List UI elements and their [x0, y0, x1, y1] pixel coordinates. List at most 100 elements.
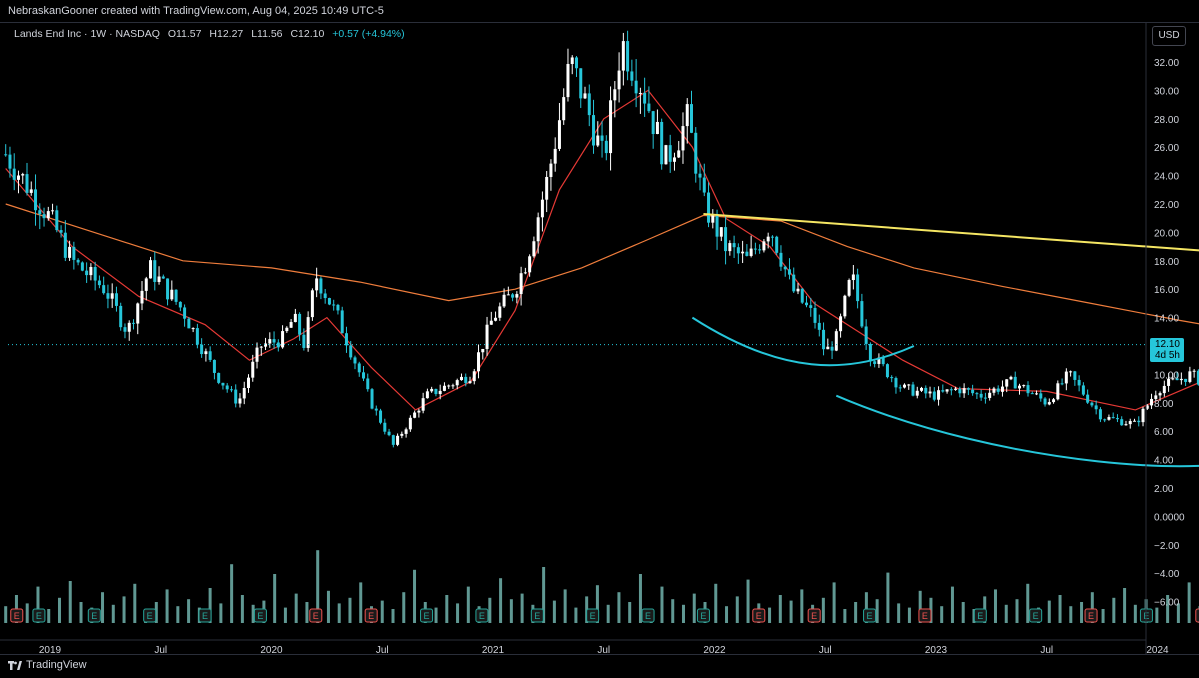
candle-body	[170, 290, 173, 300]
candle-body	[818, 323, 821, 330]
earnings-marker-label: E	[91, 611, 97, 621]
volume-bar	[488, 598, 491, 623]
volume-bar	[908, 608, 911, 623]
volume-bar	[822, 598, 825, 623]
volume-bar	[876, 599, 879, 623]
candle-body	[822, 330, 825, 349]
volume-bar	[1005, 605, 1008, 623]
candle-body	[869, 344, 872, 361]
symbol-legend[interactable]: Lands End Inc · 1W · NASDAQ O11.57 H12.2…	[14, 28, 405, 40]
candle-body	[843, 296, 846, 317]
candle-body	[890, 377, 893, 378]
candle-body	[745, 252, 748, 256]
candle-body	[400, 434, 403, 436]
volume-bar	[617, 592, 620, 623]
candle-body	[707, 193, 710, 223]
candle-body	[358, 363, 361, 372]
candle-body	[626, 41, 629, 71]
volume-bar	[166, 589, 169, 623]
candle-body	[243, 388, 246, 398]
candle-body	[967, 388, 970, 390]
y-tick-label: 8.00	[1154, 399, 1174, 410]
brand-name: TradingView	[26, 659, 87, 671]
candle-body	[426, 391, 429, 398]
candle-body	[660, 122, 663, 164]
candle-body	[481, 349, 484, 352]
candle-body	[588, 93, 591, 115]
symbol-name[interactable]: Lands End Inc · 1W · NASDAQ	[14, 28, 160, 40]
volume-bar	[628, 602, 631, 623]
candle-body	[690, 104, 693, 133]
candle-body	[992, 388, 995, 392]
candle-body	[1078, 380, 1081, 385]
candle-body	[290, 322, 293, 328]
candle-body	[907, 384, 910, 385]
candle-body	[686, 104, 689, 126]
candle-body	[584, 93, 587, 98]
candle-body	[256, 348, 259, 362]
volume-bar	[499, 578, 502, 623]
candle-body	[937, 390, 940, 400]
candle-body	[1044, 399, 1047, 405]
volume-bar	[348, 598, 351, 623]
candle-body	[596, 136, 599, 146]
currency-button[interactable]: USD	[1152, 26, 1186, 46]
candle-body	[911, 384, 914, 395]
candle-body	[1193, 371, 1196, 372]
candle-body	[98, 281, 101, 286]
y-tick-label: 14.00	[1154, 314, 1179, 325]
candle-body	[677, 150, 680, 157]
candle-body	[128, 323, 131, 332]
brand[interactable]: TradingView	[8, 659, 87, 671]
y-tick-label: −2.00	[1154, 541, 1180, 552]
candle-body	[1120, 419, 1123, 425]
candle-body	[336, 305, 339, 311]
candle-body	[814, 308, 817, 323]
candle-body	[405, 429, 408, 434]
volume-bar	[1069, 606, 1072, 623]
volume-bar	[1026, 584, 1029, 623]
candle-body	[434, 389, 437, 394]
volume-bar	[639, 574, 642, 623]
candle-body	[831, 347, 834, 351]
pattern-arc[interactable]	[692, 318, 914, 366]
chart-area[interactable]: EEEEEEEEEEEEEEEEEEEEEEEEEEEEE 32.0030.00…	[0, 22, 1199, 655]
candle-body	[1150, 399, 1153, 405]
candle-body	[106, 293, 109, 299]
candle-body	[353, 357, 356, 363]
candle-body	[669, 145, 672, 162]
earnings-marker-label: E	[700, 611, 706, 621]
resistance-trendline[interactable]	[703, 214, 1199, 296]
candle-body	[520, 273, 523, 294]
candle-body	[566, 64, 569, 97]
candle-body	[856, 274, 859, 301]
candle-body	[102, 285, 105, 293]
candle-body	[413, 413, 416, 418]
volume-bar	[800, 589, 803, 623]
candle-body	[234, 390, 237, 404]
y-tick-label: 6.00	[1154, 427, 1174, 438]
candle-body	[1112, 417, 1115, 418]
candle-body	[349, 345, 352, 357]
candle-body	[941, 390, 944, 391]
y-tick-label: 22.00	[1154, 200, 1179, 211]
earnings-marker-label: E	[479, 611, 485, 621]
drawings	[692, 214, 1199, 466]
candle-body	[630, 71, 633, 80]
candle-body	[273, 339, 276, 342]
low-value: L11.56	[251, 28, 282, 40]
candle-body	[153, 260, 156, 282]
price-chart[interactable]: EEEEEEEEEEEEEEEEEEEEEEEEEEEEE 32.0030.00…	[0, 23, 1199, 655]
candle-body	[899, 387, 902, 388]
candle-body	[703, 178, 706, 193]
volume-bar	[833, 582, 836, 623]
candle-body	[392, 435, 395, 445]
candle-body	[963, 388, 966, 393]
candle-body	[681, 126, 684, 150]
volume-bar	[1155, 608, 1158, 623]
candle-body	[1061, 383, 1064, 384]
candle-body	[809, 305, 812, 308]
candle-body	[328, 298, 331, 304]
volume-bar	[230, 564, 233, 623]
candle-body	[639, 93, 642, 94]
